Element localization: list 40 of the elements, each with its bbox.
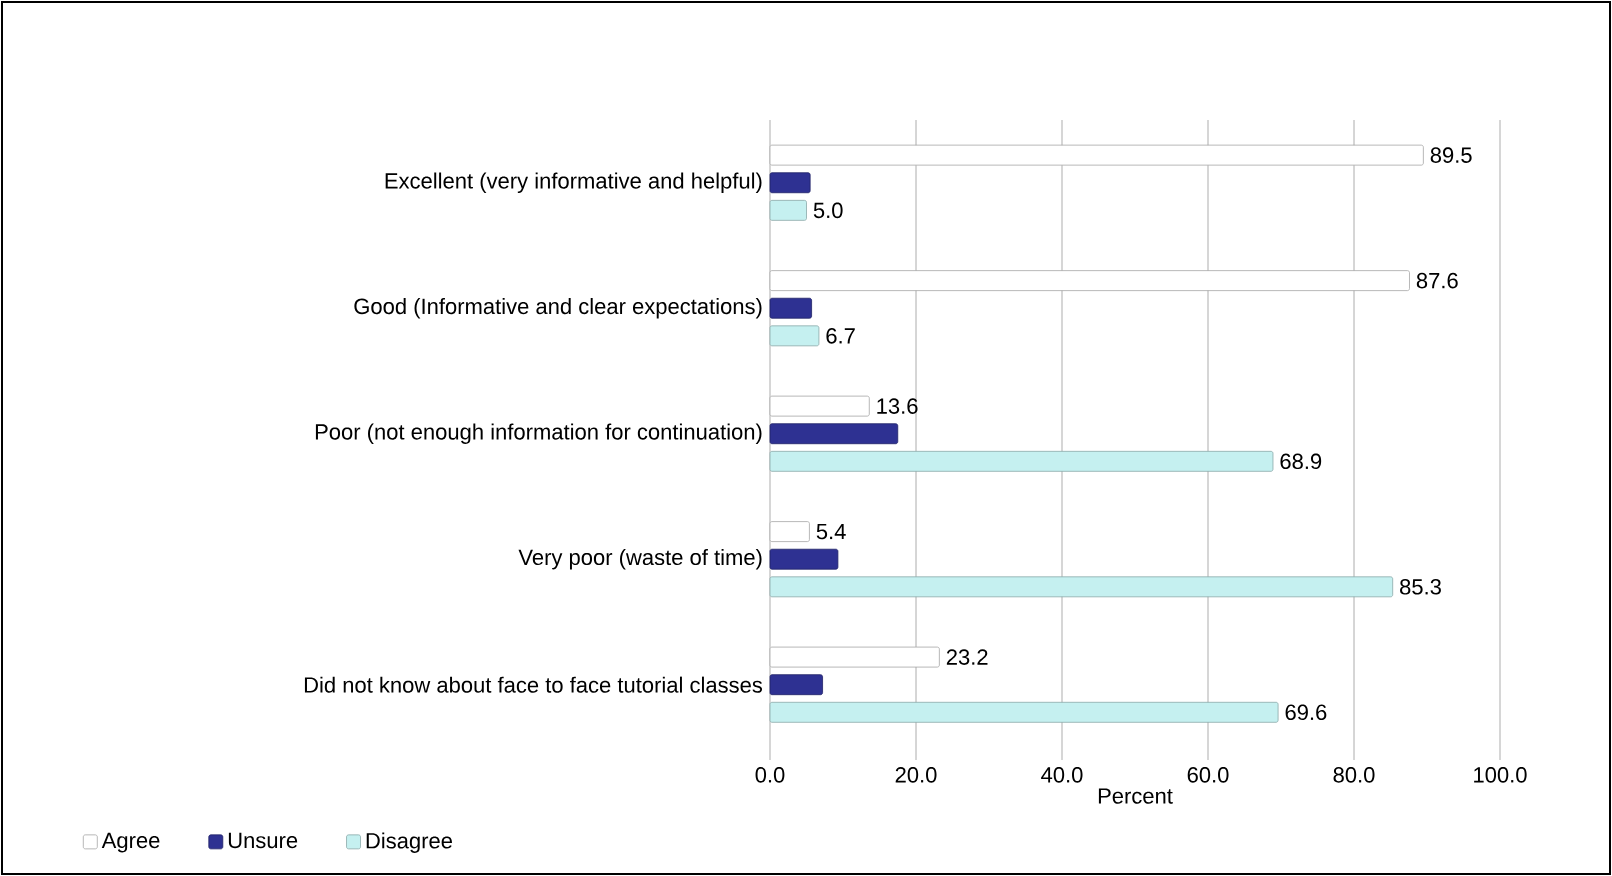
data-label: 69.6 (1285, 704, 1327, 721)
bar (769, 674, 823, 696)
x-tick-label: 0.0 (755, 767, 785, 783)
legend-label: Unsure (228, 832, 298, 849)
y-tick-label: Poor (not enough information for continuation) (315, 423, 762, 444)
bar (769, 646, 940, 668)
x-tick-label: 80.0 (1333, 767, 1375, 783)
legend-label: Agree (101, 832, 160, 853)
bar (769, 521, 810, 542)
y-tick-label: Good (Informative and clear expectations) (354, 297, 762, 319)
bar (769, 325, 820, 347)
data-label: 5.4 (816, 523, 846, 540)
data-label: 89.5 (1430, 147, 1472, 163)
bar (769, 199, 807, 221)
legend-label: Disagree (366, 832, 452, 853)
bar (769, 548, 839, 570)
x-tick-label: 60.0 (1187, 767, 1229, 783)
y-tick-label: Excellent (very informative and helpful) (385, 172, 762, 193)
bar (769, 395, 870, 417)
bar (769, 144, 1424, 166)
data-label: 6.7 (826, 328, 855, 344)
data-label: 68.9 (1280, 453, 1322, 470)
x-axis-title: Percent (1098, 788, 1173, 804)
y-tick-label: Did not know about face to face tutorial classes (304, 676, 763, 693)
data-label: 13.6 (877, 398, 918, 414)
bar (769, 450, 1274, 472)
bar (769, 297, 813, 319)
bar (769, 423, 899, 445)
y-tick-label: Very poor (waste of time) (518, 548, 762, 570)
bar (769, 172, 811, 194)
bar (769, 701, 1279, 723)
data-label: 23.2 (946, 649, 988, 665)
bar (769, 270, 1410, 292)
data-label: 5.0 (813, 202, 843, 219)
data-label: 87.6 (1416, 272, 1458, 289)
x-tick-label: 20.0 (895, 767, 937, 783)
x-tick-label: 100.0 (1474, 767, 1527, 783)
x-tick-label: 40.0 (1041, 767, 1083, 783)
data-label: 85.3 (1400, 579, 1441, 595)
bar (769, 576, 1394, 598)
